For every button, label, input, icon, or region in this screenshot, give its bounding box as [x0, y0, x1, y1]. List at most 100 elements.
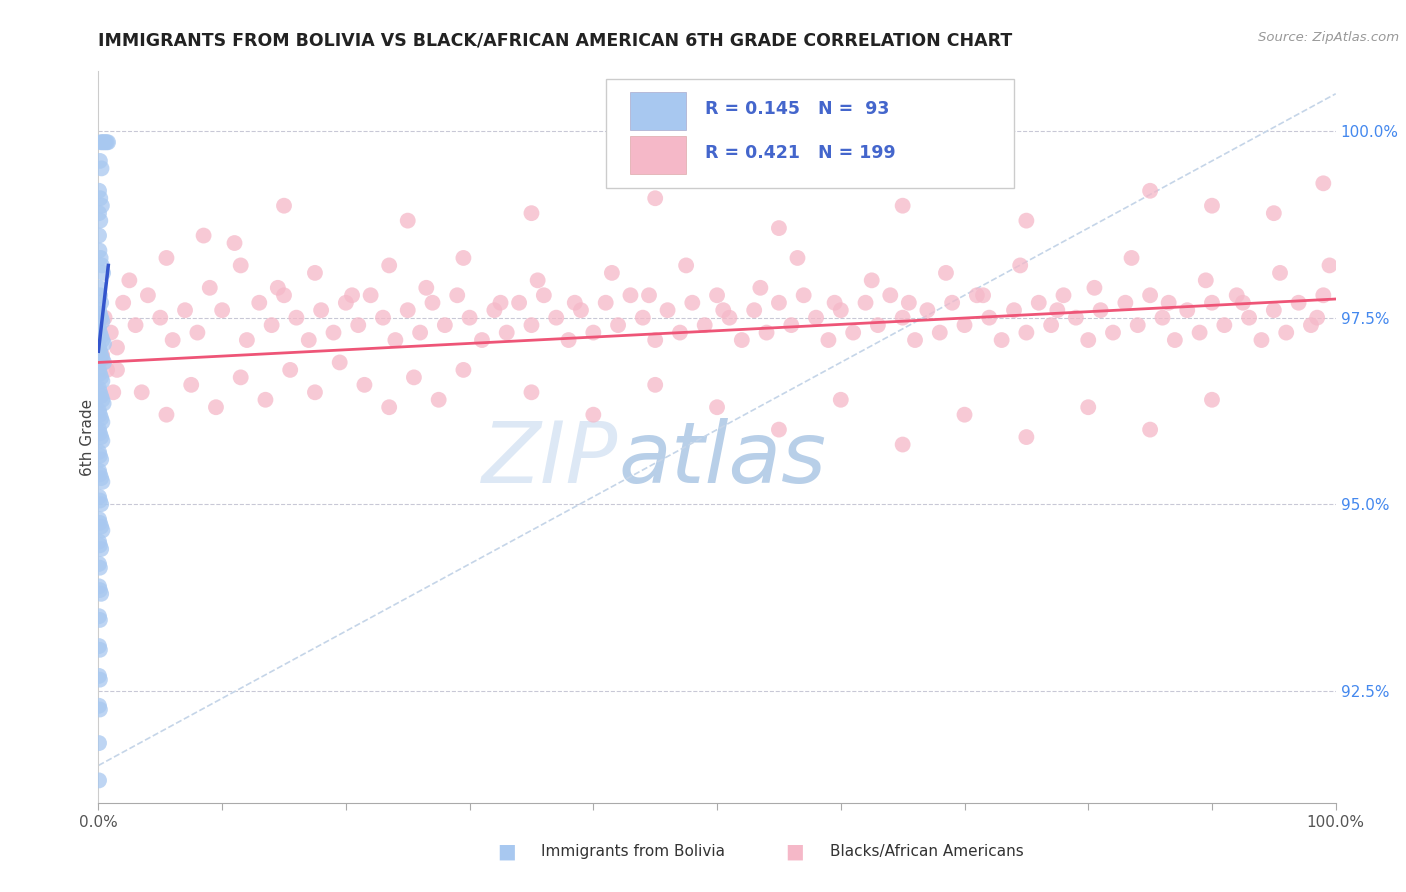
Text: Source: ZipAtlas.com: Source: ZipAtlas.com [1258, 31, 1399, 45]
Point [93, 310, 115, 325]
Point [162, 333, 184, 347]
Text: R = 0.145   N =  93: R = 0.145 N = 93 [704, 101, 889, 119]
Point [1306, 310, 1329, 325]
Point [285, 310, 308, 325]
Point [1263, 206, 1285, 220]
Point [89, 213, 111, 227]
Text: ZIP: ZIP [482, 417, 619, 500]
Text: IMMIGRANTS FROM BOLIVIA VS BLACK/AFRICAN AMERICAN 6TH GRADE CORRELATION CHART: IMMIGRANTS FROM BOLIVIA VS BLACK/AFRICAN… [98, 31, 1012, 49]
Point [254, 392, 277, 407]
Point [91, 415, 114, 429]
Point [90, 411, 112, 425]
Point [91, 314, 114, 328]
Point [90, 259, 112, 273]
Point [198, 281, 221, 295]
Point [1052, 288, 1074, 302]
Point [90, 471, 112, 485]
Point [657, 303, 679, 318]
Point [211, 303, 233, 318]
Point [90, 135, 112, 149]
Point [347, 318, 370, 332]
Point [897, 295, 920, 310]
Point [89, 326, 111, 340]
Point [1201, 392, 1223, 407]
Point [446, 288, 468, 302]
Point [484, 303, 506, 318]
Point [384, 333, 406, 347]
Point [1102, 326, 1125, 340]
Point [371, 310, 394, 325]
Point [378, 259, 401, 273]
Point [706, 288, 728, 302]
Point [89, 538, 111, 552]
Point [89, 702, 111, 716]
Point [1077, 401, 1099, 415]
Point [329, 355, 352, 369]
Point [90, 389, 112, 403]
Point [582, 408, 605, 422]
Point [103, 385, 125, 400]
Point [681, 295, 703, 310]
Point [546, 310, 568, 325]
Point [87, 639, 110, 653]
Point [91, 475, 114, 489]
Point [1077, 333, 1099, 347]
Point [1015, 326, 1038, 340]
Point [378, 401, 401, 415]
Point [335, 295, 357, 310]
Point [631, 310, 654, 325]
Point [644, 377, 666, 392]
Point [136, 288, 159, 302]
Point [90, 135, 112, 149]
Point [842, 326, 865, 340]
Point [89, 191, 111, 205]
Point [90, 161, 112, 176]
Point [1268, 266, 1291, 280]
Point [87, 609, 110, 624]
Point [928, 326, 950, 340]
Text: Blacks/African Americans: Blacks/African Americans [830, 845, 1024, 859]
Point [866, 318, 889, 332]
Point [90, 295, 112, 310]
Point [89, 560, 111, 574]
Point [273, 199, 295, 213]
Point [409, 326, 432, 340]
Point [90, 310, 112, 325]
Point [508, 295, 530, 310]
Point [260, 318, 283, 332]
Point [93, 336, 115, 351]
Point [87, 534, 110, 549]
Point [90, 430, 112, 444]
Text: atlas: atlas [619, 417, 827, 500]
Point [607, 318, 630, 332]
Point [247, 295, 270, 310]
Point [1232, 295, 1254, 310]
Point [711, 303, 734, 318]
Point [90, 199, 112, 213]
Point [1015, 430, 1038, 444]
Point [817, 333, 839, 347]
Point [619, 288, 641, 302]
Point [87, 303, 110, 318]
Point [90, 251, 112, 265]
Point [644, 333, 666, 347]
Point [453, 251, 475, 265]
Point [402, 370, 425, 384]
Point [793, 288, 815, 302]
Point [89, 426, 111, 441]
Point [1275, 326, 1298, 340]
Point [768, 295, 790, 310]
Point [87, 464, 110, 478]
Point [1090, 303, 1112, 318]
Point [990, 333, 1012, 347]
Point [87, 206, 110, 220]
Point [87, 512, 110, 526]
Point [415, 281, 437, 295]
Point [93, 135, 115, 149]
Point [1299, 318, 1322, 332]
Point [433, 318, 456, 332]
Point [495, 326, 517, 340]
Point [669, 326, 692, 340]
Point [91, 333, 114, 347]
Point [489, 295, 512, 310]
